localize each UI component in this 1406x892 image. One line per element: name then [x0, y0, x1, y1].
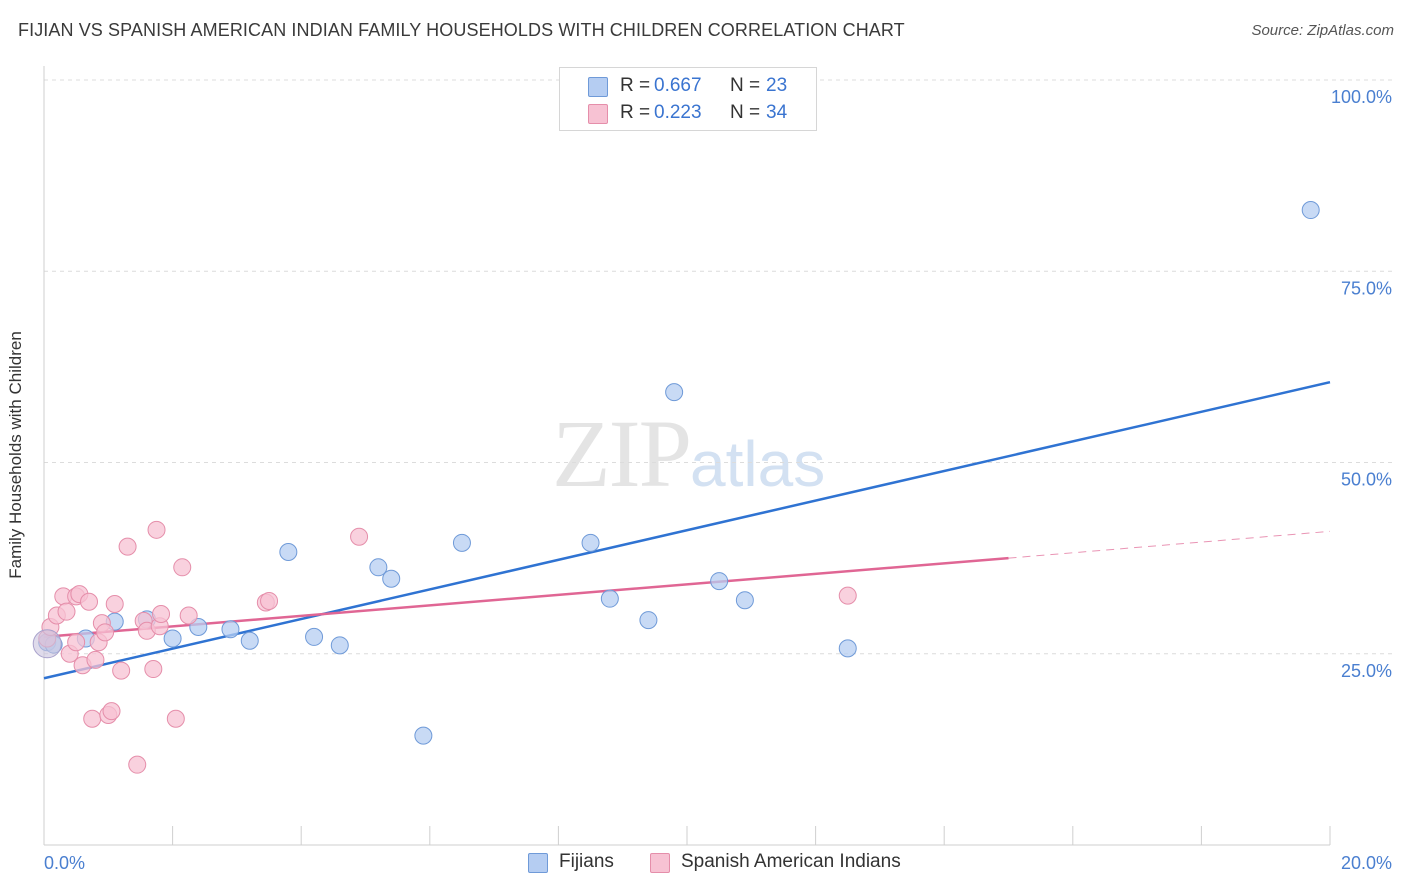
data-point-fijians	[735, 591, 754, 610]
y-tick-label: 75.0%	[1341, 278, 1392, 298]
bottom-legend-swatch-fijians	[528, 853, 548, 873]
tick-labels: 25.0% 50.0% 75.0% 100.0% 0.0% 20.0%	[44, 87, 1392, 873]
data-point-spanish	[102, 702, 121, 721]
grid	[44, 79, 1392, 655]
data-point-fijians	[414, 726, 433, 745]
x-tick-label: 20.0%	[1341, 853, 1392, 873]
data-point-spanish	[166, 709, 185, 728]
data-point-spanish	[83, 709, 102, 728]
legend-n-value-spanish: 34	[766, 102, 788, 123]
data-point-spanish	[350, 527, 369, 546]
data-point-spanish	[105, 595, 124, 614]
legend-r-value-fijians: 0.667	[654, 75, 702, 96]
data-point-spanish	[96, 623, 115, 642]
data-point-fijians	[279, 543, 298, 562]
trend-line-fijians	[43, 380, 1331, 680]
data-point-spanish	[179, 606, 198, 625]
data-point-cluster	[32, 629, 62, 659]
y-tick-label: 50.0%	[1341, 470, 1392, 490]
data-point-spanish	[147, 520, 166, 539]
y-tick-label: 100.0%	[1331, 87, 1392, 107]
data-point-spanish	[838, 586, 857, 605]
data-point-fijians	[369, 558, 388, 577]
data-point-spanish	[144, 660, 163, 679]
data-point-fijians	[221, 620, 240, 639]
data-point-spanish	[112, 661, 131, 680]
data-point-fijians	[240, 631, 259, 650]
y-tick-label: 25.0%	[1341, 661, 1392, 681]
trend-line-extension-spanish	[1008, 530, 1331, 559]
data-point-fijians	[1301, 201, 1320, 220]
y-axis-label: Family Households with Children	[6, 331, 25, 579]
watermark: ZIPatlas	[552, 398, 825, 509]
bottom-legend-label-spanish: Spanish American Indians	[681, 851, 901, 872]
data-point-spanish	[173, 558, 192, 577]
data-point-fijians	[600, 589, 619, 608]
legend-r-label-fijians: R =	[620, 75, 651, 96]
data-point-fijians	[330, 636, 349, 655]
data-point-spanish	[128, 755, 147, 774]
legend: R = 0.667 N = 23 R = 0.223 N = 34	[559, 67, 817, 131]
axes	[43, 66, 1331, 846]
bottom-legend-label-fijians: Fijians	[559, 851, 614, 872]
legend-r-value-spanish: 0.223	[654, 102, 702, 123]
legend-r-label-spanish: R =	[620, 102, 651, 123]
data-point-spanish	[118, 537, 137, 556]
data-point-fijians	[665, 383, 684, 402]
data-point-spanish	[57, 602, 76, 621]
legend-swatch-fijians	[588, 77, 608, 97]
data-point-fijians	[639, 611, 658, 630]
legend-swatch-spanish	[588, 104, 608, 124]
data-point-spanish	[260, 591, 279, 610]
legend-n-label-fijians: N =	[730, 75, 761, 96]
data-point-spanish	[67, 633, 86, 652]
data-point-spanish	[86, 650, 105, 669]
data-point-fijians	[452, 533, 471, 552]
data-point-fijians	[305, 627, 324, 646]
bottom-legend-swatch-spanish	[650, 853, 670, 873]
data-point-fijians	[838, 639, 857, 658]
data-point-fijians	[710, 572, 729, 591]
legend-n-label-spanish: N =	[730, 102, 761, 123]
watermark-atlas: atlas	[690, 428, 826, 500]
data-points	[32, 201, 1320, 774]
x-tick-label: 0.0%	[44, 853, 85, 873]
source-label: Source: ZipAtlas.com	[1251, 22, 1394, 39]
data-point-fijians	[382, 569, 401, 588]
chart-title: FIJIAN VS SPANISH AMERICAN INDIAN FAMILY…	[18, 20, 905, 40]
data-point-spanish	[152, 604, 171, 623]
data-point-fijians	[581, 533, 600, 552]
data-point-fijians	[163, 629, 182, 648]
data-point-fijians	[189, 617, 208, 636]
data-point-spanish	[80, 592, 99, 611]
legend-n-value-fijians: 23	[766, 75, 788, 96]
watermark-zip: ZIP	[552, 400, 692, 507]
